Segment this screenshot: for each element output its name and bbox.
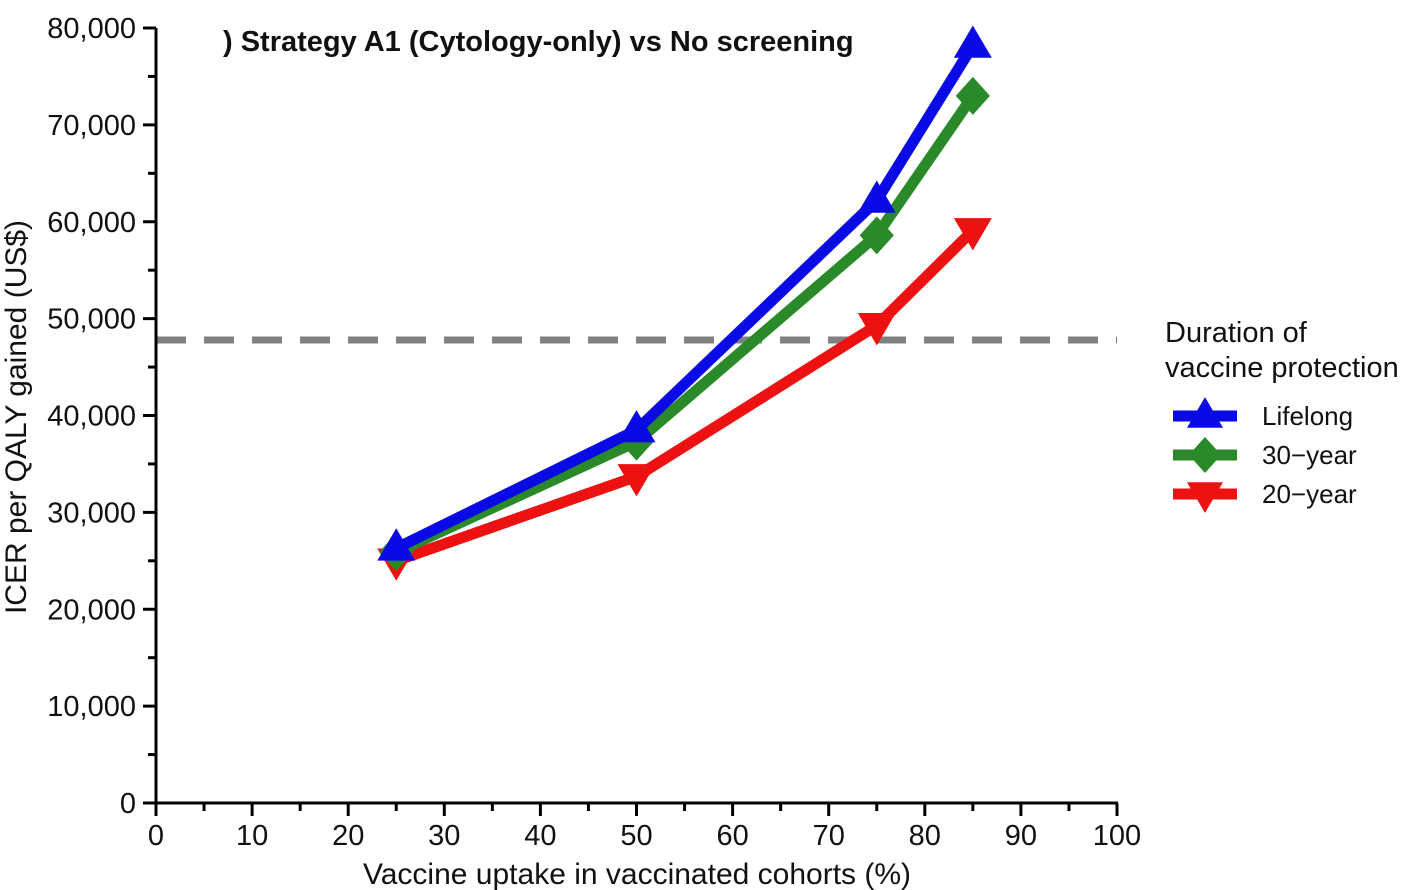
x-tick-label: 0: [148, 820, 164, 852]
x-tick-label: 10: [236, 820, 268, 852]
data-point: [857, 180, 896, 213]
x-tick-label: 50: [620, 820, 652, 852]
chart-title: ) Strategy A1 (Cytology-only) vs No scre…: [223, 26, 854, 58]
x-tick-label: 30: [428, 820, 460, 852]
y-tick-label: 30,000: [47, 497, 136, 529]
data-point: [953, 25, 992, 58]
data-point: [859, 216, 894, 255]
data-point: [953, 218, 992, 251]
y-tick-label: 80,000: [47, 13, 136, 45]
x-tick-label: 20: [332, 820, 364, 852]
series-diamond: [379, 76, 990, 572]
legend-marker: [1188, 437, 1222, 473]
data-point: [955, 76, 990, 115]
y-tick-label: 0: [120, 788, 136, 820]
y-tick-label: 40,000: [47, 401, 136, 433]
legend-marker: [1187, 397, 1223, 428]
legend-label: Lifelong: [1262, 401, 1353, 431]
series-line: [390, 39, 979, 554]
legend-title-line: vaccine protection: [1165, 352, 1399, 384]
y-tick-label: 70,000: [47, 110, 136, 142]
y-tick-label: 50,000: [47, 304, 136, 336]
series-line: [390, 90, 979, 558]
x-axis-label: Vaccine uptake in vaccinated cohorts (%): [363, 858, 911, 890]
x-tick-label: 90: [1005, 820, 1037, 852]
y-axis-label: ICER per QALY gained (US$): [0, 220, 33, 614]
series-layer: [377, 25, 992, 581]
data-point: [617, 464, 656, 497]
x-tick-label: 40: [524, 820, 556, 852]
series-triangle-up: [377, 25, 992, 561]
y-tick-label: 20,000: [47, 594, 136, 626]
legend-marker: [1187, 482, 1223, 513]
data-point: [617, 410, 656, 443]
y-tick-label: 60,000: [47, 207, 136, 239]
x-tick-label: 100: [1093, 820, 1141, 852]
data-point: [377, 528, 416, 561]
legend-title-line: Duration of: [1165, 317, 1308, 349]
data-point: [857, 313, 896, 346]
x-tick-label: 70: [813, 820, 845, 852]
legend-label: 20−year: [1262, 479, 1357, 509]
x-tick-label: 60: [716, 820, 748, 852]
series-line: [390, 225, 979, 567]
legend-label: 30−year: [1262, 440, 1357, 470]
x-tick-label: 80: [909, 820, 941, 852]
y-tick-label: 10,000: [47, 691, 136, 723]
axes: 0 10,000 20,000 30,000 40,000 50,000 60,000 70,…: [47, 13, 1141, 852]
